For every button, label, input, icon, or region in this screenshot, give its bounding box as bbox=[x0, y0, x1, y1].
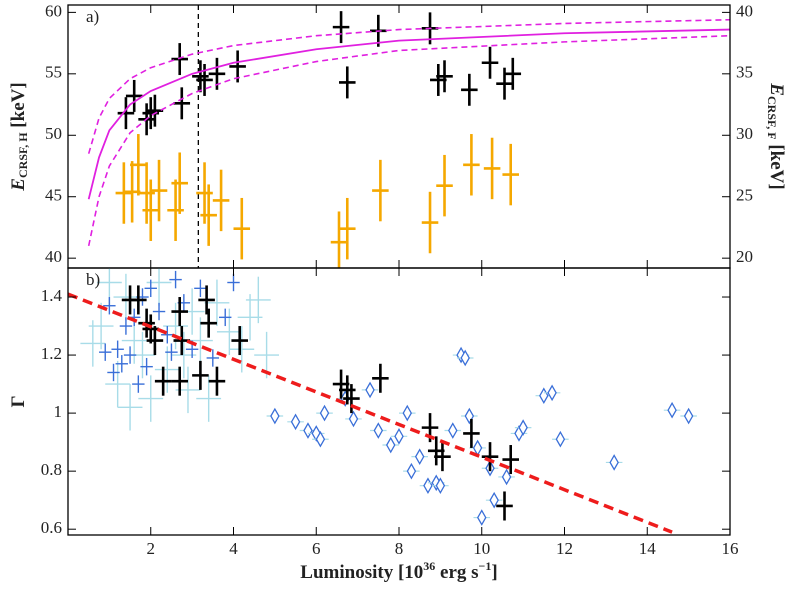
diamond-marker bbox=[311, 425, 321, 442]
plot-area bbox=[68, 268, 697, 534]
diamond-marker bbox=[477, 509, 487, 526]
diamond-marker bbox=[448, 422, 458, 439]
y-tick-label: 0.6 bbox=[41, 518, 62, 537]
y2-tick-label: 20 bbox=[736, 247, 753, 266]
diamond-marker bbox=[290, 413, 301, 431]
x-axis-label: Luminosity [1036 erg s−1] bbox=[300, 559, 497, 584]
diamond-marker bbox=[555, 430, 566, 448]
y2label-part: CRSF, F bbox=[765, 96, 779, 140]
ylabel: Γ bbox=[8, 395, 29, 407]
diamond-marker bbox=[402, 404, 413, 422]
x-axis-label-part: erg s bbox=[435, 562, 478, 583]
panel-label: b) bbox=[86, 270, 100, 289]
x-tick-label: 8 bbox=[395, 539, 404, 558]
diamond-marker bbox=[270, 407, 280, 425]
diamond-marker bbox=[539, 387, 549, 405]
y2-tick-label: 35 bbox=[736, 63, 753, 82]
diamond-marker bbox=[348, 410, 359, 428]
x-axis-label-part: 36 bbox=[423, 559, 435, 573]
x-tick-label: 2 bbox=[147, 539, 156, 558]
model-line bbox=[87, 34, 730, 247]
model-line bbox=[87, 18, 730, 154]
diamond-marker bbox=[414, 448, 425, 465]
ylabel-part: CRSF, H bbox=[16, 132, 30, 178]
x-tick-label: 10 bbox=[473, 539, 490, 558]
y-tick-label: 60 bbox=[45, 1, 62, 20]
ylabel: ECRSF, H [keV] bbox=[8, 82, 29, 191]
plot-area bbox=[87, 5, 730, 268]
axes-frame bbox=[67, 4, 731, 269]
x-tick-label: 4 bbox=[229, 539, 238, 558]
diamond-marker bbox=[406, 462, 417, 480]
y2label-part: [keV] bbox=[766, 140, 787, 190]
diamond-marker bbox=[501, 468, 512, 486]
y-tick-label: 55 bbox=[45, 63, 62, 82]
panel-label: a) bbox=[86, 7, 99, 26]
y2-tick-label: 30 bbox=[736, 124, 753, 143]
diamond-marker bbox=[489, 491, 499, 509]
y-tick-label: 45 bbox=[45, 186, 62, 205]
y-tick-label: 1 bbox=[54, 402, 63, 421]
y2-tick-label: 40 bbox=[736, 1, 753, 20]
y-tick-label: 50 bbox=[45, 124, 62, 143]
model-line bbox=[68, 292, 673, 534]
x-tick-label: 6 bbox=[312, 539, 321, 558]
x-tick-label: 16 bbox=[722, 539, 739, 558]
diamond-marker bbox=[315, 430, 326, 448]
y-tick-label: 1.2 bbox=[41, 344, 62, 363]
y-tick-label: 0.8 bbox=[41, 460, 62, 479]
x-axis-label-part: −1 bbox=[479, 559, 492, 573]
model-line bbox=[87, 28, 730, 200]
diamond-marker bbox=[319, 404, 330, 422]
y2label: ECRSF, F [keV] bbox=[765, 82, 786, 189]
y-tick-label: 40 bbox=[45, 247, 62, 266]
y-tick-label: 1.4 bbox=[41, 286, 63, 305]
diamond-marker bbox=[460, 349, 470, 367]
x-axis-label-part: ] bbox=[491, 562, 497, 583]
diamond-marker bbox=[667, 401, 677, 419]
diamond-marker bbox=[365, 381, 375, 399]
y2label-part: E bbox=[766, 82, 787, 96]
diamond-marker bbox=[518, 419, 528, 436]
diamond-marker bbox=[385, 436, 396, 454]
diamond-marker bbox=[547, 384, 557, 402]
diamond-marker bbox=[303, 422, 313, 439]
diamond-marker bbox=[423, 477, 433, 494]
x-tick-label: 12 bbox=[556, 539, 573, 558]
ylabel-part: E bbox=[8, 178, 29, 192]
diamond-marker bbox=[394, 428, 404, 445]
x-tick-label: 14 bbox=[639, 539, 657, 558]
x-axis-label-part: Luminosity [10 bbox=[300, 562, 423, 583]
diamond-marker bbox=[683, 407, 694, 425]
ylabel-part: [keV] bbox=[8, 82, 29, 132]
axes-frame bbox=[67, 267, 731, 536]
diamond-marker bbox=[609, 454, 619, 471]
diamond-marker bbox=[373, 422, 384, 439]
ylabel-part: Γ bbox=[8, 395, 29, 407]
y2-tick-label: 25 bbox=[736, 186, 753, 205]
diamond-marker bbox=[435, 477, 446, 494]
